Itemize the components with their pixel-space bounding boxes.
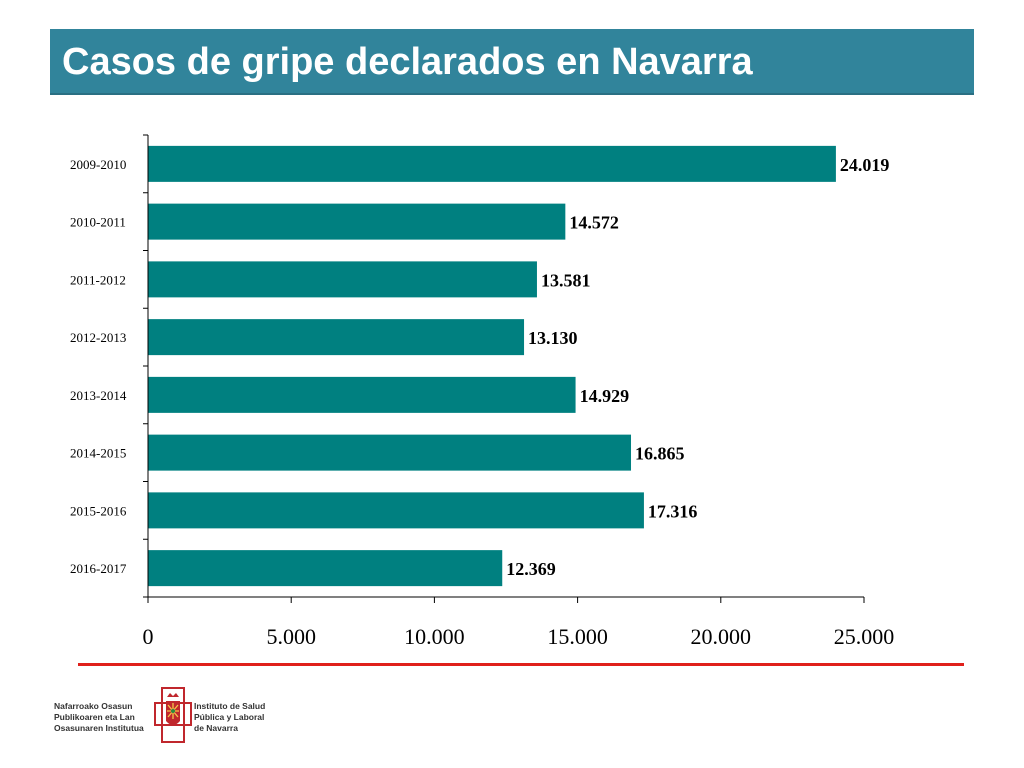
bar (148, 550, 503, 587)
title-bar: Casos de gripe declarados en Navarra (50, 29, 974, 95)
data-label: 14.929 (580, 386, 630, 406)
data-label: 16.865 (635, 444, 685, 464)
category-label: 2014-2015 (70, 446, 126, 461)
flu-cases-bar-chart: 24.019 2009-2010 14.572 2010-2011 13.581 2011… (70, 134, 895, 649)
data-label: 14.572 (569, 213, 619, 233)
bar (148, 261, 537, 298)
navarra-coat-of-arms-icon (154, 687, 192, 743)
category-label: 2011-2012 (70, 272, 126, 287)
bar (148, 434, 632, 471)
category-label: 2015-2016 (70, 503, 127, 518)
footer-divider (78, 663, 964, 666)
data-label: 13.130 (528, 328, 578, 348)
page-title: Casos de gripe declarados en Navarra (62, 41, 753, 83)
category-label: 2009-2010 (70, 157, 126, 172)
bar (148, 376, 576, 413)
x-tick-label: 25.000 (834, 624, 895, 649)
org-name-basque: Nafarroako Osasun Publikoaren eta Lan Os… (54, 701, 154, 734)
x-tick-label: 15.000 (547, 624, 608, 649)
org-name-basque-line: Publikoaren eta Lan (54, 712, 135, 722)
bar (148, 319, 525, 356)
x-tick-label: 10.000 (404, 624, 465, 649)
data-label: 24.019 (840, 155, 890, 175)
institute-logo: Nafarroako Osasun Publikoaren eta Lan Os… (48, 685, 278, 745)
org-name-basque-line: Osasunaren Institutua (54, 723, 144, 733)
x-tick-label: 20.000 (691, 624, 752, 649)
org-name-spanish-line: de Navarra (194, 723, 238, 733)
x-tick-label: 0 (143, 624, 154, 649)
org-name-spanish-line: Pública y Laboral (194, 712, 265, 722)
category-label: 2010-2011 (70, 215, 126, 230)
data-label: 12.369 (506, 559, 556, 579)
x-tick-label: 5.000 (266, 624, 316, 649)
category-label: 2012-2013 (70, 330, 126, 345)
bar (148, 492, 644, 529)
bar (148, 203, 566, 240)
org-name-spanish-line: Instituto de Salud (194, 701, 266, 711)
org-name-spanish: Instituto de Salud Pública y Laboral de … (194, 701, 284, 734)
data-label: 13.581 (541, 270, 591, 290)
data-label: 17.316 (648, 501, 698, 521)
category-label: 2016-2017 (70, 561, 127, 576)
category-label: 2013-2014 (70, 388, 127, 403)
bar (148, 145, 836, 182)
org-name-basque-line: Nafarroako Osasun (54, 701, 133, 711)
